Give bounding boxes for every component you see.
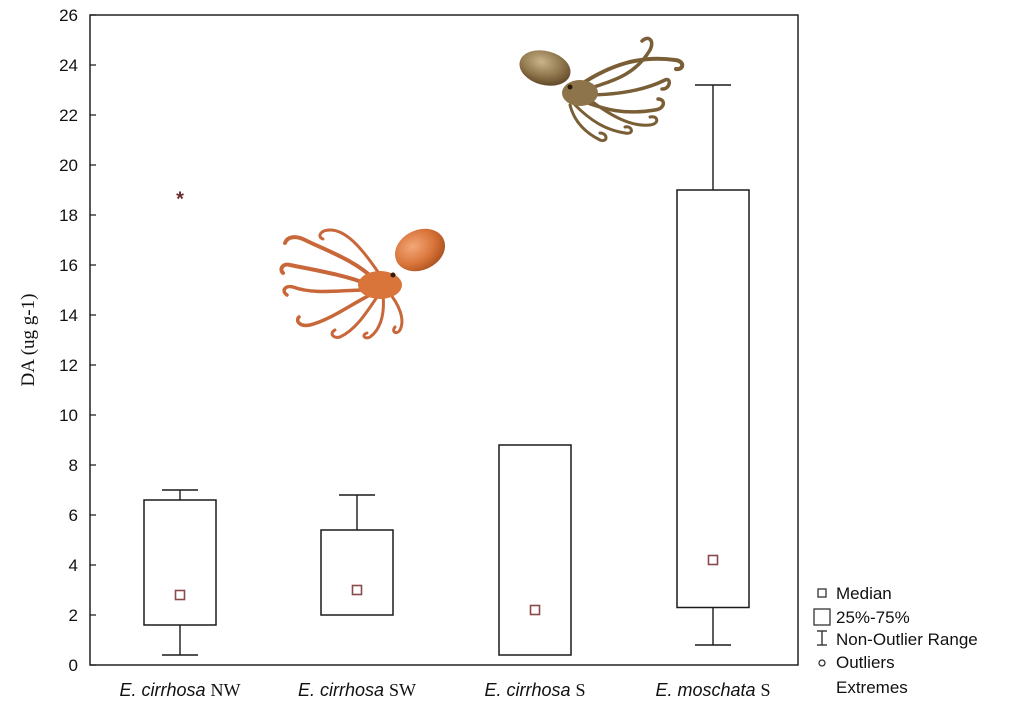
median-marker: [707, 554, 719, 566]
x-tick-region: NW: [211, 680, 241, 700]
iqr-box: [676, 189, 750, 609]
y-tick-label: 6: [69, 506, 78, 525]
y-tick-label: 24: [59, 56, 78, 75]
y-tick-label: 14: [59, 306, 78, 325]
legend-box-icon: [813, 608, 831, 626]
x-tick-species: E. cirrhosa: [119, 680, 210, 700]
box-group: [320, 494, 394, 616]
y-tick-label: 4: [69, 556, 78, 575]
median-marker: [351, 584, 363, 596]
x-tick-label: E. cirrhosa SW: [298, 680, 416, 700]
octopus-moschata-illustration: [519, 36, 685, 143]
x-tick-species: E. cirrhosa: [484, 680, 575, 700]
extreme-marker: *: [176, 189, 184, 211]
x-tick-species: E. moschata: [655, 680, 760, 700]
legend: Median 25%-75% Non-Outlier Range Outlier…: [813, 584, 978, 697]
y-tick-label: 26: [59, 6, 78, 25]
legend-whisker-label: Non-Outlier Range: [836, 630, 978, 649]
legend-median-icon: [817, 588, 827, 598]
legend-whisker-icon: [817, 630, 827, 646]
median-marker: [174, 589, 186, 601]
y-tick-label: 10: [59, 406, 78, 425]
legend-median-label: Median: [836, 584, 892, 603]
box-group: [676, 84, 750, 646]
boxes: *: [143, 84, 750, 656]
y-tick-label: 18: [59, 206, 78, 225]
x-tick-species: E. cirrhosa: [298, 680, 389, 700]
y-axis-title: DA (ug g-1): [18, 294, 39, 387]
y-tick-label: 2: [69, 606, 78, 625]
y-tick-label: 8: [69, 456, 78, 475]
box-group: [498, 444, 572, 656]
x-tick-region: S: [576, 680, 586, 700]
octopus-cirrhosa-illustration: [279, 228, 446, 340]
median-marker: [529, 604, 541, 616]
iqr-box: [143, 499, 217, 626]
legend-box-label: 25%-75%: [836, 608, 910, 627]
x-tick-label: E. moschata S: [655, 680, 770, 700]
y-tick-label: 0: [69, 656, 78, 675]
legend-outlier-label: Outliers: [836, 653, 895, 672]
legend-extremes-label: Extremes: [836, 678, 908, 697]
x-axis: E. cirrhosa NW E. cirrhosa SW E. cirrhosa …: [119, 680, 770, 700]
iqr-box: [320, 529, 394, 616]
x-tick-region: S: [761, 680, 771, 700]
y-tick-label: 16: [59, 256, 78, 275]
y-tick-label: 20: [59, 156, 78, 175]
x-tick-label: E. cirrhosa NW: [119, 680, 240, 700]
x-tick-region: SW: [389, 680, 416, 700]
legend-outlier-icon: [818, 659, 826, 667]
box-group: *: [143, 189, 217, 656]
x-tick-label: E. cirrhosa S: [484, 680, 585, 700]
y-tick-label: 12: [59, 356, 78, 375]
iqr-box: [498, 444, 572, 656]
y-tick-label: 22: [59, 106, 78, 125]
